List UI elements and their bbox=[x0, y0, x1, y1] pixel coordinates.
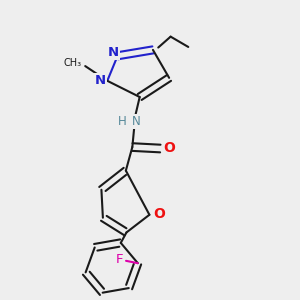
Text: F: F bbox=[116, 253, 123, 266]
Text: O: O bbox=[163, 141, 175, 155]
Text: N: N bbox=[132, 115, 140, 128]
Text: CH₃: CH₃ bbox=[64, 58, 82, 68]
Text: N: N bbox=[108, 46, 119, 59]
Text: O: O bbox=[153, 207, 165, 221]
Text: N: N bbox=[94, 74, 106, 87]
Text: H: H bbox=[118, 115, 126, 128]
